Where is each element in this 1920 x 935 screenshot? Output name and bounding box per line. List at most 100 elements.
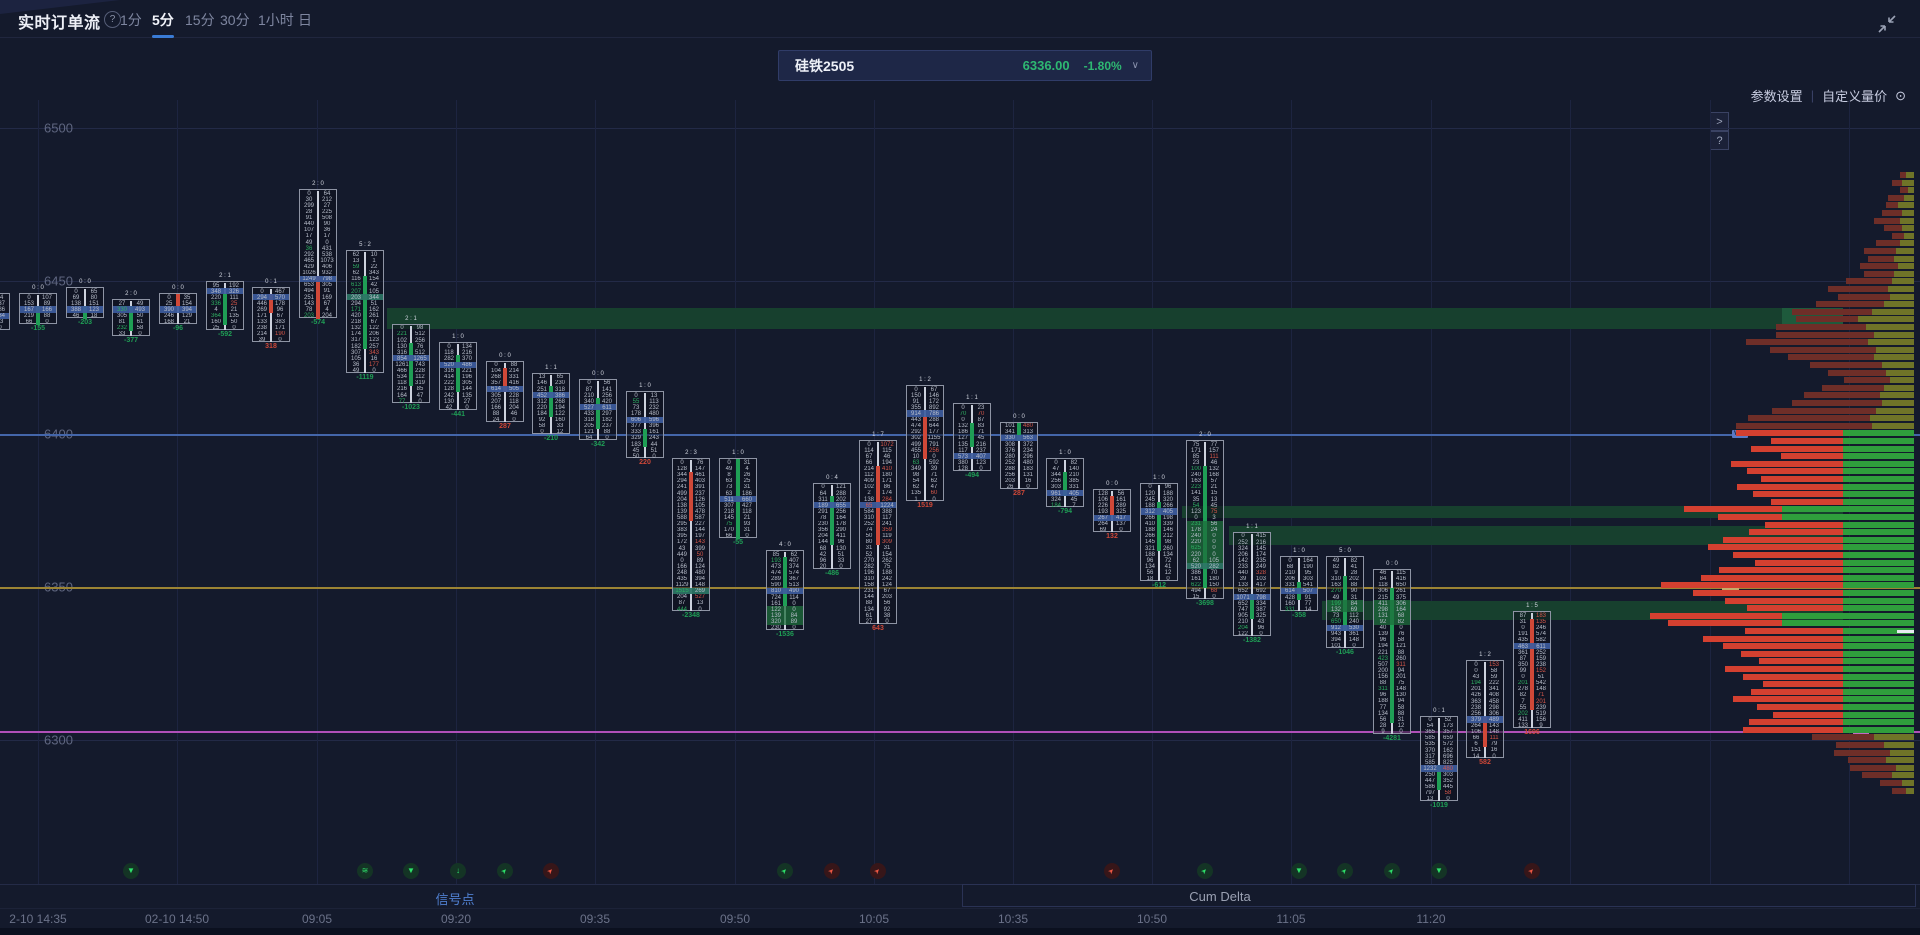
ask-cell: 90 [1350,588,1358,595]
bid-cell: 186 [957,429,968,435]
bid-cell: 188 [1144,551,1155,558]
panel-help-button[interactable]: ? [1710,131,1729,150]
candle-box: 0 64 30 212 299 27 28 225 91 508 440 90 107 36 17 17 49 0… [299,189,337,319]
candle-box: 95 192 348 326 220 111 336 25 4 21 364 135 160 50 25 0 [206,281,244,331]
candle-header: 2 : 1 [219,273,231,279]
bid-cell: 447 [1424,778,1435,784]
ask-cell: 132 [1208,466,1219,472]
ask-cell: 70 [1210,569,1218,576]
ask-cell: 16 [370,355,378,362]
bid-cell: 414 [443,374,454,380]
profile-sell-bar [1741,650,1843,657]
footprint-row: 31 31 [860,545,896,551]
footprint-row: 494 68 [1187,588,1223,594]
bid-cell: 340 [583,398,594,405]
cum-delta-pane[interactable] [962,884,1916,907]
ask-cell: 0 [0,325,9,331]
profile-buy-bar [1902,780,1914,786]
bid-cell: 241 [676,484,687,491]
help-icon[interactable]: ? [104,11,121,28]
time-label: 10:35 [997,912,1029,926]
footprint-row: 158 124 [860,582,896,588]
profile-buy-bar [1902,225,1914,232]
ask-cell: 23 [977,404,985,411]
custom-volume-price-button[interactable]: 自定义量价 [1822,89,1888,104]
bid-cell: 0 [1288,557,1292,564]
bid-cell: 204 [676,496,687,503]
footprint-row: 943 361 [1327,631,1363,637]
footprint-row: 363 458 [1467,698,1503,705]
footprint-row: 138 105 [673,502,709,509]
collapse-icon[interactable] [1876,13,1898,35]
bid-cell: 294 [350,300,361,307]
ask-cell: 542 [1535,680,1546,686]
tab-5分[interactable]: 5分 [152,12,174,38]
bid-cell: 24 [492,417,500,423]
profile-buy-bar [1874,354,1914,361]
ask-cell: 225 [321,209,332,215]
ask-cell: 137 [1115,521,1126,527]
profile-buy-bar [1843,726,1914,733]
volume-profile-row [1864,270,1914,277]
ask-cell: 1 [372,258,376,264]
tab-15分[interactable]: 15分 [185,12,215,28]
tab-30分[interactable]: 30分 [220,12,250,28]
ask-cell: 98 [1164,539,1172,546]
footprint-row: 160 77 [1281,600,1317,607]
bid-cell: 854 [396,355,407,362]
footprint-row: 410 339 [1141,521,1177,527]
profile-buy-bar [1890,293,1914,300]
volume-profile-row [1862,772,1914,779]
signal-pane-label[interactable]: 信号点 [435,892,475,907]
footprint-row: 294 403 [673,478,709,484]
bid-cell: 144 [863,594,874,600]
bid-cell: 134 [1144,563,1155,570]
ask-cell: 512 [414,331,425,338]
volume-profile-row [1741,650,1914,657]
params-settings-button[interactable]: 参数设置 [1750,89,1803,104]
candle-body [1063,471,1067,497]
instrument-selector[interactable]: 硅铁2505 6336.00 -1.80% ∨ [778,50,1152,81]
bid-cell: 252 [1237,539,1248,546]
signal-marker: ➤ [824,863,840,879]
bid-cell: 221 [1377,649,1388,656]
footprint-row: 291 256 [814,508,850,515]
bid-cell: 386 [1190,569,1201,576]
ask-cell: 14 [1304,606,1312,613]
ask-cell: 405 [1068,490,1079,497]
profile-sell-bar [1733,552,1843,558]
volume-profile-row [1747,605,1914,612]
cum-delta-pane-label[interactable]: Cum Delta [1189,889,1251,904]
footprint-row: 264 137 [1094,521,1130,527]
footprint-row: 0 1072 [860,441,896,448]
bid-cell: 292 [910,429,921,435]
ask-cell: 0 [1399,728,1403,735]
footprint-row: 80 309 [860,539,896,545]
volume-profile-row [1886,202,1914,209]
tri-signal-icon: ▼ [127,866,135,875]
footprint-row: 590 513 [767,582,803,588]
profile-sell-bar [1745,628,1843,634]
signal-marker: ➤ [543,863,559,879]
candle-rows: 0 13 55 113 73 232 178 480 606 596 377 396 333 161 329… [627,392,663,459]
ask-cell: 161 [648,429,659,435]
bid-cell: 188 [1144,502,1155,509]
ask-cell: 107 [41,294,52,301]
ask-cell: 592 [928,459,939,466]
footprint-row: 122 0 [767,606,803,613]
tab-日[interactable]: 日 [298,12,312,28]
gear-icon[interactable]: ⊙ [1895,87,1906,103]
ask-cell: 387 [1255,606,1266,613]
bid-cell: 245 [1144,496,1155,503]
tab-1小时[interactable]: 1小时 [258,12,294,28]
footprint-row: 429 406 [300,264,336,270]
ask-cell: 47 [416,392,424,399]
candle-body [1017,422,1021,442]
footprint-row: 394 148 [1327,637,1363,643]
candle-rows: 0 1072 114 115 67 46 66 194 214 410 112 180 409 171 10… [860,441,896,624]
volume-profile-row [1892,179,1914,186]
ask-cell: 169 [321,294,332,301]
ask-cell: 374 [788,563,799,570]
tab-1分[interactable]: 1分 [120,12,142,28]
ask-cell: 182 [601,417,612,423]
